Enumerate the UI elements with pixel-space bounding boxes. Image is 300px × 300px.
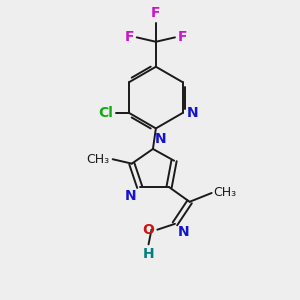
Text: F: F xyxy=(151,6,160,20)
Text: O: O xyxy=(142,223,154,237)
Text: N: N xyxy=(178,225,190,239)
Text: F: F xyxy=(177,30,187,44)
Text: CH₃: CH₃ xyxy=(213,187,236,200)
Text: H: H xyxy=(143,247,154,261)
Text: CH₃: CH₃ xyxy=(87,153,110,166)
Text: N: N xyxy=(154,132,166,146)
Text: N: N xyxy=(125,189,137,202)
Text: Cl: Cl xyxy=(98,106,113,120)
Text: N: N xyxy=(187,106,199,120)
Text: F: F xyxy=(125,30,134,44)
